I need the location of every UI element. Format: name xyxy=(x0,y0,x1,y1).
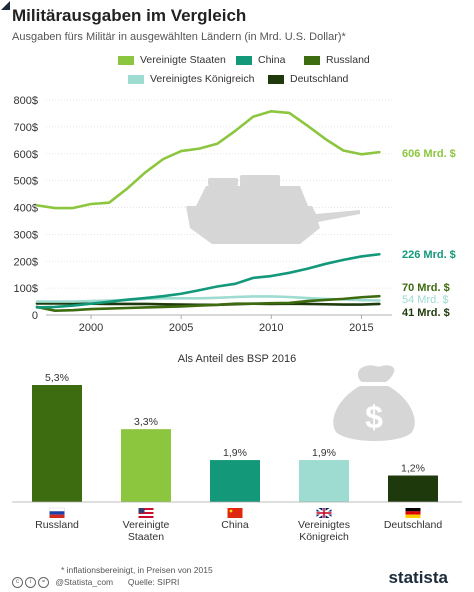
cc-icon: c xyxy=(12,577,23,588)
y-tick-label: 100$ xyxy=(14,283,38,295)
y-tick-label: 300$ xyxy=(14,229,38,241)
end-label-usa: 606 Mrd. $ xyxy=(402,148,456,160)
legend-swatch xyxy=(304,55,320,65)
copyright[interactable]: @Statista_com xyxy=(55,576,114,587)
category-label: Staaten xyxy=(128,531,164,543)
legend-swatch xyxy=(268,74,284,84)
chart-title: Militärausgaben im Vergleich xyxy=(12,6,247,25)
statista-logo[interactable]: statista xyxy=(388,568,448,587)
legend-item-germany: Deutschland xyxy=(268,73,348,85)
bar-germany xyxy=(388,475,438,502)
legend-label: China xyxy=(258,54,286,66)
flag-icon-usa xyxy=(138,508,154,518)
category-label: China xyxy=(221,519,249,531)
legend-label: Vereinigte Staaten xyxy=(140,54,226,66)
bar-chart: 5,3% 3,3% 1,9% 1,9% 1,2% Russland VereinigteSt… xyxy=(12,372,462,543)
x-tick-label: 2000 xyxy=(79,322,103,334)
y-tick-label: 500$ xyxy=(14,176,38,188)
tank-icon xyxy=(186,175,360,244)
bar-uk xyxy=(299,460,349,502)
x-tick-label: 2015 xyxy=(349,322,373,334)
bar-chart-title: Als Anteil des BSP 2016 xyxy=(178,353,296,365)
bar-usa xyxy=(121,429,171,502)
end-label-china: 226 Mrd. $ xyxy=(402,249,456,261)
category-label: Vereinigtes xyxy=(298,519,350,531)
license-icons: c i = xyxy=(12,577,49,588)
category-label: Vereinigte xyxy=(123,519,170,531)
bar-value-label: 5,3% xyxy=(45,372,69,384)
legend-item-usa: Vereinigte Staaten xyxy=(118,54,226,66)
legend-swatch xyxy=(128,74,144,84)
legend-label: Deutschland xyxy=(290,73,349,85)
source: Quelle: SIPRI xyxy=(127,576,180,587)
y-tick-label: 700$ xyxy=(14,122,38,134)
bar-value-label: 1,9% xyxy=(312,447,336,459)
statista-mark-icon xyxy=(1,1,10,10)
bar-value-label: 1,9% xyxy=(223,447,247,459)
bar-value-label: 1,2% xyxy=(401,463,425,475)
legend-swatch xyxy=(118,55,134,65)
footnote: * inflationsbereinigt, in Preisen von 20… xyxy=(61,564,213,575)
flag-icon-germany xyxy=(405,508,421,518)
series-line-uk xyxy=(35,295,381,303)
nd-icon: = xyxy=(38,577,49,588)
flag-icon-china xyxy=(227,508,243,518)
footer: * inflationsbereinigt, in Preisen von 20… xyxy=(12,564,213,588)
flag-icon-russia xyxy=(49,507,65,518)
money-bag-icon: $ xyxy=(333,365,415,441)
category-label: Deutschland xyxy=(384,519,443,531)
y-tick-label: 800$ xyxy=(14,95,38,107)
series-line-russia xyxy=(35,294,381,313)
y-tick-label: 600$ xyxy=(14,149,38,161)
legend-item-russia: Russland xyxy=(304,54,370,66)
category-label: Russland xyxy=(35,519,79,531)
bar-china xyxy=(210,460,260,502)
legend-item-uk: Vereinigtes Königreich xyxy=(128,73,254,85)
legend: Vereinigte Staaten China Russland Verein… xyxy=(0,52,474,92)
series-line-china xyxy=(35,252,381,309)
end-label-uk: 54 Mrd. $ xyxy=(402,294,448,306)
series-line-usa xyxy=(35,109,381,210)
legend-label: Russland xyxy=(326,54,370,66)
flag-icon-uk xyxy=(315,507,333,519)
x-tick-label: 2005 xyxy=(169,322,193,334)
by-icon: i xyxy=(25,577,36,588)
legend-item-china: China xyxy=(236,54,285,66)
chart-subtitle: Ausgaben fürs Militär in ausgewählten Lä… xyxy=(12,31,346,43)
legend-label: Vereinigtes Königreich xyxy=(150,73,255,85)
svg-text:$: $ xyxy=(365,399,383,435)
end-label-germany: 41 Mrd. $ xyxy=(402,307,450,319)
category-label: Königreich xyxy=(299,531,349,543)
end-label-russia: 70 Mrd. $ xyxy=(402,282,450,294)
x-tick-label: 2010 xyxy=(259,322,283,334)
line-chart: 0 100$ 200$ 300$ 400$ 500$ 600$ 700$ 800$ 2000 200… xyxy=(14,95,456,334)
y-tick-label: 200$ xyxy=(14,256,38,268)
legend-swatch xyxy=(236,55,252,65)
bar-russia xyxy=(32,385,82,502)
y-tick-label: 400$ xyxy=(14,203,38,215)
y-tick-label: 0 xyxy=(32,310,38,322)
bar-value-label: 3,3% xyxy=(134,416,158,428)
